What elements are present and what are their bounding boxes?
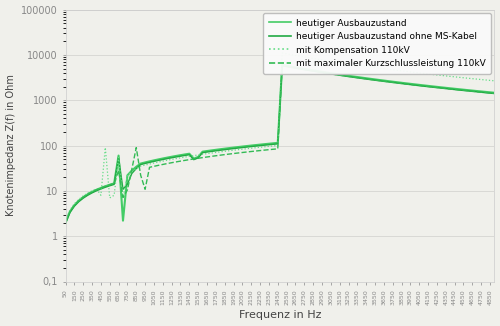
heutiger Ausbauzustand [279,63,285,67]
mit maximaler Kurzschlussleistung 110kV [89,190,95,194]
heutiger Ausbauzustand [394,80,400,84]
Line: heutiger Ausbauzustand ohne MS-Kabel: heutiger Ausbauzustand ohne MS-Kabel [66,66,494,224]
heutiger Ausbauzustand ohne MS-Kabel [89,191,95,195]
mit Kompensation 110kV [279,51,285,55]
mit Kompensation 110kV [98,193,104,197]
mit maximaler Kurzschlussleistung 110kV [394,81,400,85]
Line: heutiger Ausbauzustand: heutiger Ausbauzustand [66,65,494,223]
heutiger Ausbauzustand [98,186,104,190]
mit Kompensation 110kV [492,79,498,83]
heutiger Ausbauzustand ohne MS-Kabel [266,143,272,147]
X-axis label: Frequenz in Hz: Frequenz in Hz [238,310,321,320]
mit maximaler Kurzschlussleistung 110kV [336,73,342,77]
heutiger Ausbauzustand ohne MS-Kabel [98,187,104,191]
mit Kompensation 110kV [394,68,400,72]
heutiger Ausbauzustand ohne MS-Kabel [62,222,68,226]
heutiger Ausbauzustand [306,68,312,72]
heutiger Ausbauzustand [336,72,342,76]
mit Kompensation 110kV [306,56,312,60]
heutiger Ausbauzustand [89,190,95,194]
heutiger Ausbauzustand ohne MS-Kabel [279,64,285,67]
heutiger Ausbauzustand ohne MS-Kabel [336,73,342,77]
mit maximaler Kurzschlussleistung 110kV [98,186,104,190]
heutiger Ausbauzustand ohne MS-Kabel [492,92,498,96]
heutiger Ausbauzustand ohne MS-Kabel [394,81,400,85]
mit Kompensation 110kV [62,219,68,223]
Line: mit Kompensation 110kV: mit Kompensation 110kV [66,53,494,221]
mit Kompensation 110kV [336,61,342,65]
heutiger Ausbauzustand [492,91,498,95]
mit maximaler Kurzschlussleistung 110kV [266,148,272,152]
heutiger Ausbauzustand [266,142,272,146]
Legend: heutiger Ausbauzustand, heutiger Ausbauzustand ohne MS-Kabel, mit Kompensation 1: heutiger Ausbauzustand, heutiger Ausbauz… [263,13,491,74]
heutiger Ausbauzustand ohne MS-Kabel [306,68,312,72]
heutiger Ausbauzustand [62,221,68,225]
mit maximaler Kurzschlussleistung 110kV [62,221,68,225]
Y-axis label: Knotenimpedanz Z(f) in Ohm: Knotenimpedanz Z(f) in Ohm [6,75,16,216]
mit Kompensation 110kV [266,144,272,148]
mit maximaler Kurzschlussleistung 110kV [306,68,312,72]
Line: mit maximaler Kurzschlussleistung 110kV: mit maximaler Kurzschlussleistung 110kV [66,66,494,223]
mit maximaler Kurzschlussleistung 110kV [279,64,285,67]
mit maximaler Kurzschlussleistung 110kV [492,91,498,95]
mit Kompensation 110kV [89,189,95,193]
